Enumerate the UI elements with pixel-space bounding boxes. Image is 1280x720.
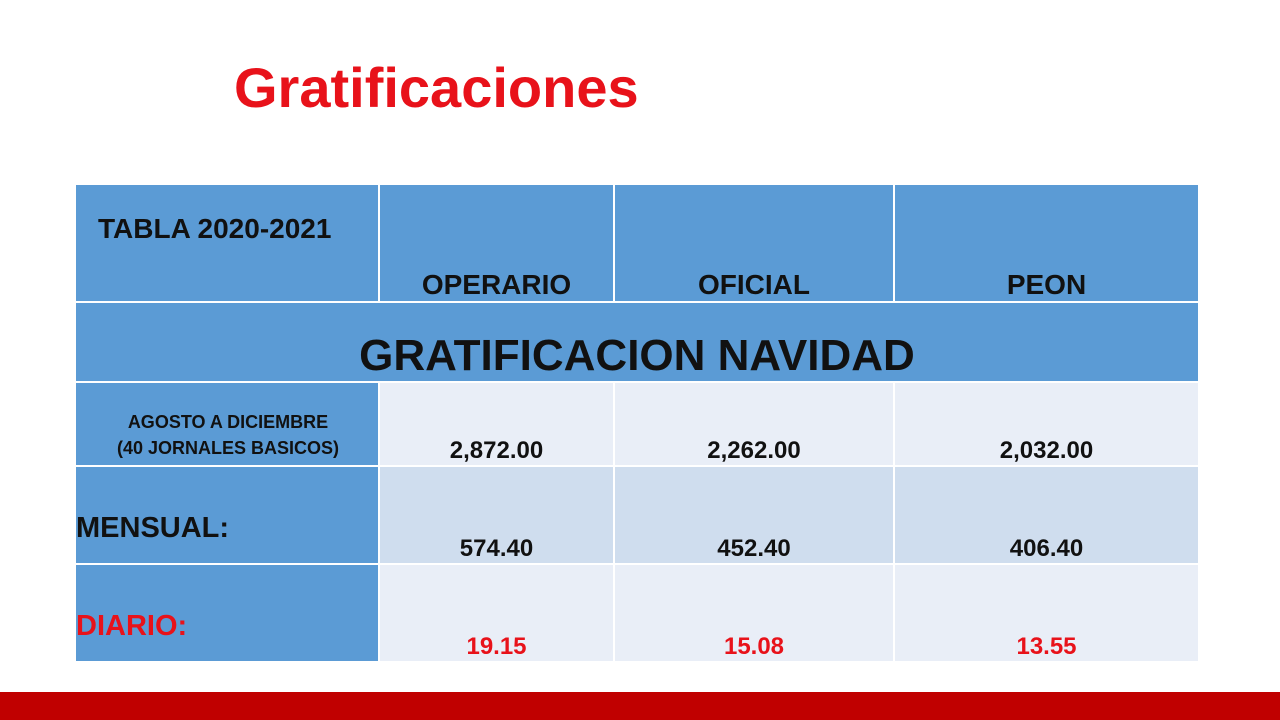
column-header-oficial: OFICIAL bbox=[613, 183, 895, 303]
column-header-peon: PEON bbox=[893, 183, 1200, 303]
row-label-diario: DIARIO: bbox=[74, 563, 380, 663]
column-header-operario: OPERARIO bbox=[378, 183, 615, 303]
table-row: MENSUAL: 574.40 452.40 406.40 bbox=[74, 465, 1200, 565]
table-corner-header: TABLA 2020-2021 bbox=[74, 183, 380, 303]
section-title: GRATIFICACION NAVIDAD bbox=[74, 301, 1200, 383]
table-row: DIARIO: 19.15 15.08 13.55 bbox=[74, 563, 1200, 663]
gratificaciones-table: TABLA 2020-2021 OPERARIO OFICIAL PEON GR… bbox=[74, 183, 1200, 663]
cell-oficial: 452.40 bbox=[613, 465, 895, 565]
row-label-mensual: MENSUAL: bbox=[74, 465, 380, 565]
cell-peon: 13.55 bbox=[893, 563, 1200, 663]
row-label-agosto-diciembre: AGOSTO A DICIEMBRE (40 JORNALES BASICOS) bbox=[74, 381, 380, 467]
table-header-row: TABLA 2020-2021 OPERARIO OFICIAL PEON bbox=[74, 183, 1200, 303]
footer-bar bbox=[0, 692, 1280, 720]
page-title: Gratificaciones bbox=[234, 56, 639, 119]
cell-peon: 2,032.00 bbox=[893, 381, 1200, 467]
cell-operario: 19.15 bbox=[378, 563, 615, 663]
cell-operario: 2,872.00 bbox=[378, 381, 615, 467]
cell-peon: 406.40 bbox=[893, 465, 1200, 565]
table-row: AGOSTO A DICIEMBRE (40 JORNALES BASICOS)… bbox=[74, 381, 1200, 467]
cell-oficial: 15.08 bbox=[613, 563, 895, 663]
cell-operario: 574.40 bbox=[378, 465, 615, 565]
row-label-line1: AGOSTO A DICIEMBRE bbox=[127, 412, 329, 432]
section-title-row: GRATIFICACION NAVIDAD bbox=[74, 301, 1200, 383]
cell-oficial: 2,262.00 bbox=[613, 381, 895, 467]
row-label-line2: (40 JORNALES BASICOS) bbox=[116, 438, 340, 458]
